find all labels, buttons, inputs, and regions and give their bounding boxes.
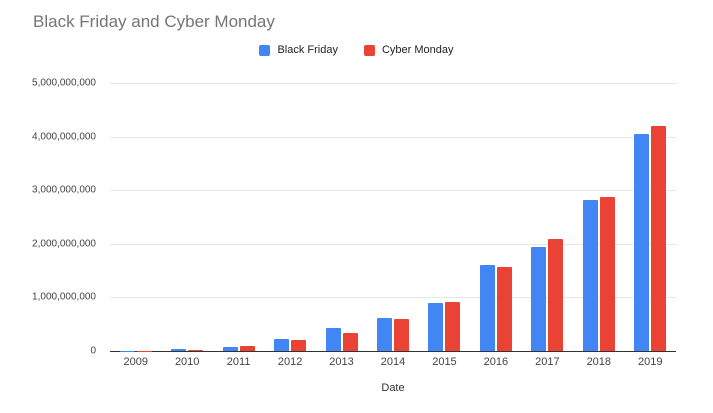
bar-black-friday-2010 bbox=[171, 349, 187, 351]
x-axis-tick-label: 2019 bbox=[638, 356, 663, 368]
bar-group-2018 bbox=[573, 83, 624, 351]
chart-legend: Black Friday Cyber Monday bbox=[0, 44, 713, 56]
gridline bbox=[110, 243, 676, 245]
bar-cyber-monday-2013 bbox=[342, 332, 358, 351]
bar-cyber-monday-2018 bbox=[599, 196, 615, 351]
y-axis-tick-label: 3,000,000,000 bbox=[32, 184, 96, 196]
bar-black-friday-2016 bbox=[479, 264, 495, 351]
x-axis-tick-label: 2012 bbox=[277, 356, 303, 368]
bar-group-2011 bbox=[213, 83, 264, 351]
x-axis-tick-label: 2009 bbox=[123, 356, 148, 368]
bar-cyber-monday-2012 bbox=[291, 339, 307, 351]
bar-black-friday-2014 bbox=[376, 318, 392, 351]
bar-group-2015 bbox=[419, 83, 470, 351]
legend-swatch-cyber-monday bbox=[363, 44, 375, 56]
legend-item-cyber-monday: Cyber Monday bbox=[363, 44, 454, 56]
bar-black-friday-2017 bbox=[531, 247, 547, 351]
bar-black-friday-2009 bbox=[119, 350, 135, 351]
plot-area bbox=[110, 83, 676, 352]
bar-cyber-monday-2014 bbox=[393, 319, 409, 351]
bar-cyber-monday-2015 bbox=[445, 301, 461, 351]
legend-swatch-black-friday bbox=[259, 44, 271, 56]
y-axis-tick-label: 2,000,000,000 bbox=[32, 238, 96, 250]
bar-black-friday-2015 bbox=[428, 302, 444, 351]
x-axis-tick-label: 2014 bbox=[380, 356, 406, 368]
x-axis-tick-label: 2018 bbox=[586, 356, 612, 368]
x-axis-tick-label: 2011 bbox=[226, 356, 251, 368]
x-axis-tick-label: 2010 bbox=[174, 356, 200, 368]
legend-label-cyber-monday: Cyber Monday bbox=[381, 44, 454, 56]
gridline bbox=[110, 190, 676, 192]
x-axis-labels: 2009 2010 2011 2012 2013 2014 2015 2016 2017 2018… bbox=[110, 356, 676, 368]
bar-group-2017 bbox=[522, 83, 573, 351]
legend-item-black-friday: Black Friday bbox=[259, 44, 338, 56]
chart-title: Black Friday and Cyber Monday bbox=[33, 12, 275, 31]
bar-cyber-monday-2016 bbox=[496, 267, 512, 351]
bar-group-2016 bbox=[470, 83, 521, 351]
bar-black-friday-2013 bbox=[325, 328, 341, 351]
bar-black-friday-2018 bbox=[582, 199, 598, 351]
x-axis-title: Date bbox=[381, 382, 405, 394]
x-axis-tick-label: 2015 bbox=[432, 356, 457, 368]
bar-black-friday-2012 bbox=[274, 339, 290, 351]
bar-cyber-monday-2009 bbox=[136, 350, 152, 351]
y-axis-tick-label: 5,000,000,000 bbox=[32, 77, 96, 89]
gridline bbox=[110, 297, 676, 299]
x-axis-tick-label: 2017 bbox=[535, 356, 560, 368]
bar-group-2010 bbox=[161, 83, 212, 351]
bar-black-friday-2011 bbox=[222, 346, 238, 351]
bar-black-friday-2019 bbox=[634, 133, 650, 351]
bar-group-2014 bbox=[367, 83, 418, 351]
bar-cyber-monday-2017 bbox=[548, 239, 564, 351]
bar-series-container bbox=[110, 83, 676, 351]
gridline bbox=[110, 136, 676, 138]
legend-label-black-friday: Black Friday bbox=[277, 44, 338, 56]
bar-group-2019 bbox=[625, 83, 676, 351]
gridline bbox=[110, 83, 676, 84]
x-axis-tick-label: 2016 bbox=[483, 356, 509, 368]
y-axis-tick-label: 0 bbox=[90, 345, 96, 357]
bar-cyber-monday-2010 bbox=[188, 349, 204, 351]
y-axis-tick-label: 1,000,000,000 bbox=[32, 291, 96, 303]
bar-cyber-monday-2011 bbox=[239, 345, 255, 351]
x-axis-tick-label: 2013 bbox=[329, 356, 354, 368]
y-axis-tick-label: 4,000,000,000 bbox=[32, 131, 96, 143]
y-axis-labels: 0 1,000,000,000 2,000,000,000 3,000,000,000… bbox=[0, 78, 96, 357]
bar-group-2013 bbox=[316, 83, 367, 351]
bar-group-2009 bbox=[110, 83, 161, 351]
bar-cyber-monday-2019 bbox=[651, 125, 667, 351]
bar-group-2012 bbox=[264, 83, 315, 351]
